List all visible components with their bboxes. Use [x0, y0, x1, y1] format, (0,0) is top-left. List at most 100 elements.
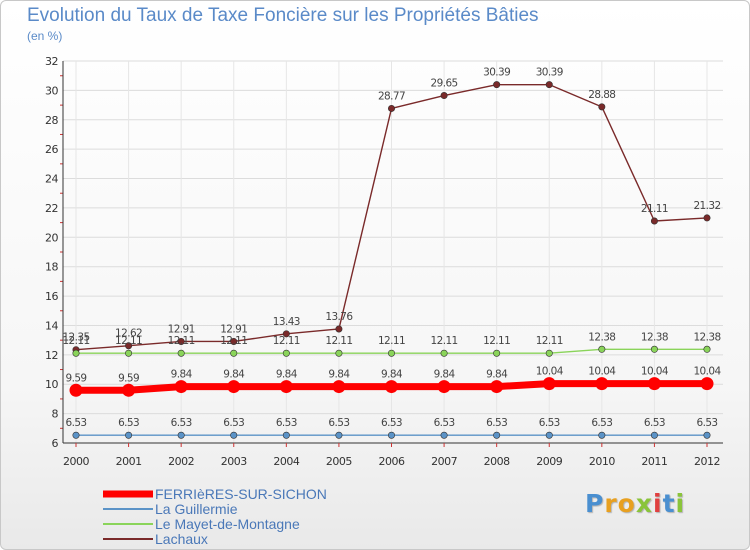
data-label-lachaux-2011: 21.11	[641, 203, 668, 215]
point-lachaux-2010	[598, 103, 606, 111]
x-tick-label-2003: 2003	[221, 455, 247, 468]
data-label-la-guillermie-2001: 6.53	[118, 417, 139, 429]
point-lachaux-2011	[650, 217, 658, 225]
logo-letter-3: x	[635, 489, 653, 518]
logo-letter-1: r	[604, 489, 618, 518]
point-lachaux-2012	[703, 214, 711, 222]
data-label-la-guillermie-2000: 6.53	[66, 417, 87, 429]
x-tick-label-2004: 2004	[273, 455, 299, 468]
point-la-guillermie-2006	[387, 431, 395, 439]
point-ferri-res-sur-sichon-2011	[647, 377, 661, 391]
point-le-mayet-de-montagne-2001	[125, 349, 133, 357]
point-lachaux-2006	[387, 104, 395, 112]
grid	[63, 60, 723, 444]
y-tick-label-26: 26	[45, 143, 58, 156]
logo-letter-0: P	[585, 489, 605, 518]
proxiti-logo: Proxiti	[585, 489, 685, 518]
legend-label-le-mayet-de-montagne: Le Mayet-de-Montagne	[155, 516, 300, 532]
data-label-le-mayet-de-montagne-2012: 12.38	[693, 331, 720, 343]
x-tick-label-2010: 2010	[589, 455, 615, 468]
data-label-le-mayet-de-montagne-2000: 12.11	[62, 335, 89, 347]
y-tick-label-10: 10	[45, 378, 58, 391]
point-le-mayet-de-montagne-2004	[282, 349, 290, 357]
point-le-mayet-de-montagne-2002	[177, 349, 185, 357]
point-lachaux-2007	[440, 92, 448, 100]
y-tick-label-18: 18	[45, 261, 58, 274]
point-lachaux-2002	[177, 337, 185, 345]
point-le-mayet-de-montagne-2003	[230, 349, 238, 357]
point-ferri-res-sur-sichon-2009	[542, 377, 556, 391]
point-le-mayet-de-montagne-2012	[703, 345, 711, 353]
data-label-le-mayet-de-montagne-2007: 12.11	[431, 335, 458, 347]
point-ferri-res-sur-sichon-2012	[700, 377, 714, 391]
point-la-guillermie-2000	[72, 431, 80, 439]
data-label-lachaux-2010: 28.88	[588, 89, 615, 101]
point-lachaux-2003	[230, 337, 238, 345]
y-axis-unit-label: (en %)	[27, 29, 63, 43]
x-tick-label-2012: 2012	[694, 455, 720, 468]
series-layer	[69, 81, 714, 439]
point-le-mayet-de-montagne-2005	[335, 349, 343, 357]
logo-letter-5: t	[662, 489, 676, 518]
data-label-ferri-res-sur-sichon-2003: 9.84	[223, 369, 245, 381]
data-label-la-guillermie-2012: 6.53	[697, 417, 718, 429]
data-label-la-guillermie-2003: 6.53	[223, 417, 244, 429]
y-tick-label-24: 24	[45, 173, 58, 186]
point-lachaux-2001	[125, 342, 133, 350]
point-ferri-res-sur-sichon-2003	[227, 380, 241, 394]
data-label-le-mayet-de-montagne-2005: 12.11	[325, 335, 352, 347]
data-label-ferri-res-sur-sichon-2001: 9.59	[118, 372, 139, 384]
x-tick-label-2009: 2009	[536, 455, 562, 468]
data-labels: 12.35 12.62 12.91 12.91 13.43 13.76 28.77 29.65…	[62, 67, 722, 430]
point-le-mayet-de-montagne-2011	[650, 345, 658, 353]
data-label-la-guillermie-2006: 6.53	[381, 417, 402, 429]
data-label-ferri-res-sur-sichon-2007: 9.84	[434, 369, 456, 381]
data-label-ferri-res-sur-sichon-2006: 9.84	[381, 369, 403, 381]
point-la-guillermie-2004	[282, 431, 290, 439]
data-label-ferri-res-sur-sichon-2010: 10.04	[588, 366, 616, 378]
y-tick-label-22: 22	[45, 202, 58, 215]
point-lachaux-2008	[493, 81, 501, 89]
data-label-lachaux-2001: 12.62	[115, 328, 142, 340]
logo-letter-6: i	[675, 489, 686, 518]
data-label-le-mayet-de-montagne-2003: 12.11	[220, 335, 247, 347]
legend-label-la-guillermie: La Guillermie	[155, 501, 238, 517]
data-label-ferri-res-sur-sichon-2000: 9.59	[66, 372, 87, 384]
y-tick-label-14: 14	[45, 319, 58, 332]
chart-title: Evolution du Taux de Taxe Foncière sur l…	[27, 5, 539, 26]
data-label-lachaux-2002: 12.91	[168, 323, 195, 335]
y-tick-label-32: 32	[45, 55, 58, 68]
data-label-la-guillermie-2010: 6.53	[591, 417, 612, 429]
data-label-lachaux-2000: 12.35	[62, 332, 89, 344]
data-label-lachaux-2004: 13.43	[273, 316, 300, 328]
legend-label-ferri-res-sur-sichon: FERRIèRES-SUR-SICHON	[155, 486, 327, 502]
data-label-la-guillermie-2004: 6.53	[276, 417, 297, 429]
data-label-le-mayet-de-montagne-2011: 12.38	[641, 331, 668, 343]
x-tick-label-2011: 2011	[641, 455, 667, 468]
data-label-ferri-res-sur-sichon-2012: 10.04	[693, 366, 721, 378]
point-la-guillermie-2012	[703, 431, 711, 439]
data-label-lachaux-2007: 29.65	[431, 78, 458, 90]
y-tick-label-8: 8	[52, 408, 59, 421]
point-le-mayet-de-montagne-2006	[387, 349, 395, 357]
legend-label-lachaux: Lachaux	[155, 531, 208, 547]
point-le-mayet-de-montagne-2007	[440, 349, 448, 357]
logo-letter-2: o	[617, 489, 636, 518]
point-la-guillermie-2010	[598, 431, 606, 439]
data-label-la-guillermie-2005: 6.53	[328, 417, 349, 429]
data-label-lachaux-2006: 28.77	[378, 90, 405, 102]
point-ferri-res-sur-sichon-2001	[122, 383, 136, 397]
y-tick-label-20: 20	[45, 231, 58, 244]
point-la-guillermie-2003	[230, 431, 238, 439]
data-label-lachaux-2008: 30.39	[483, 67, 510, 79]
point-le-mayet-de-montagne-2010	[598, 345, 606, 353]
data-label-ferri-res-sur-sichon-2004: 9.84	[276, 369, 298, 381]
y-tick-label-28: 28	[45, 114, 58, 127]
point-le-mayet-de-montagne-2000	[72, 349, 80, 357]
axes: 6 8 10 12 14 16 18 20 22 24 26 28 30 32 2000 2001 2002 20…	[45, 55, 723, 468]
data-label-le-mayet-de-montagne-2010: 12.38	[588, 331, 615, 343]
data-label-le-mayet-de-montagne-2008: 12.11	[483, 335, 510, 347]
